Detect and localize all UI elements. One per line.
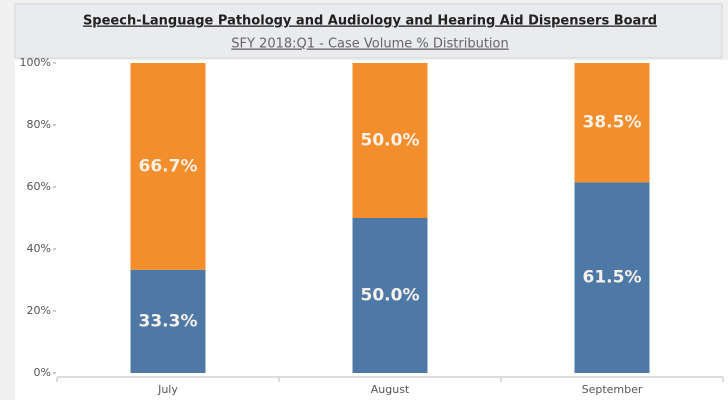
header xyxy=(14,3,723,59)
chart-title: Speech-Language Pathology and Audiology … xyxy=(83,14,657,29)
data-label: 61.5% xyxy=(583,268,642,288)
bar-segment xyxy=(574,63,650,183)
y-tick-label: 40% xyxy=(27,242,51,255)
data-label: 33.3% xyxy=(139,311,198,331)
x-tick-label: August xyxy=(371,383,410,396)
bar-segment xyxy=(574,182,650,373)
y-tick-label: 80% xyxy=(27,118,51,131)
y-tick-label: 0% xyxy=(34,366,51,379)
data-label: 50.0% xyxy=(361,286,420,306)
data-label: 66.7% xyxy=(139,156,198,176)
chart-subtitle: SFY 2018:Q1 - Case Volume % Distribution xyxy=(231,37,508,52)
x-tick-label: September xyxy=(582,383,643,396)
bar-segment xyxy=(352,63,428,218)
bar-segment xyxy=(130,269,206,373)
bar-segment xyxy=(130,63,206,270)
bar-segment xyxy=(352,218,428,373)
data-label: 50.0% xyxy=(361,131,420,151)
y-tick-label: 20% xyxy=(27,304,51,317)
y-tick-label: 100% xyxy=(20,56,51,69)
data-label: 38.5% xyxy=(583,113,642,133)
y-tick-label: 60% xyxy=(27,180,51,193)
x-tick-label: July xyxy=(157,383,178,396)
